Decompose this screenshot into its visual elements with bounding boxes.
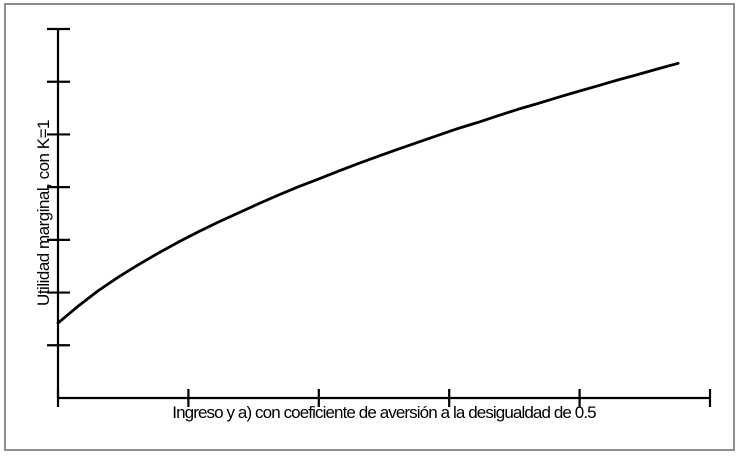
y-axis-label: Utilidad marginal, con K=1 bbox=[34, 120, 53, 306]
x-axis-label: Ingreso y a) con coeficiente de aversión… bbox=[172, 403, 596, 422]
utility-curve bbox=[56, 61, 680, 325]
figure-border bbox=[4, 3, 735, 451]
